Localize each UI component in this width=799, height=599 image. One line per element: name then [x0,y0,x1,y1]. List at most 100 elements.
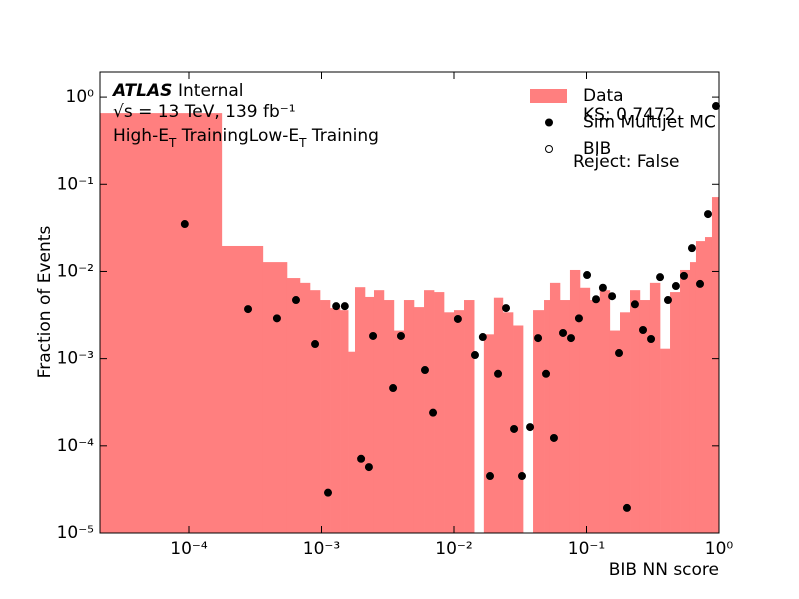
histogram-bar [689,262,697,533]
histogram-bar [299,282,311,533]
annotation: KS: 0.7472 [583,105,676,125]
y-tick-label: 10⁻³ [57,349,94,369]
x-tick-label: 10⁻⁴ [170,539,208,559]
legend-label: Sim Multijet MC [583,113,716,133]
histogram-bar [695,241,706,533]
data-point [567,334,576,343]
text-part: High-E [113,126,169,146]
data-point [517,472,526,481]
y-tick-label: 10⁰ [66,87,95,107]
data-point [687,244,696,253]
training-label: High-ET TrainingLow-ET Training [113,126,379,150]
y-tick-label: 10⁻¹ [57,174,94,194]
histogram-bar [649,282,661,533]
data-point [324,488,333,497]
data-point [429,408,438,417]
y-tick-label: 10⁻² [57,261,94,281]
data-point [696,279,705,288]
legend-label: Data [583,86,624,106]
y-axis-label: Fraction of Events [35,226,55,379]
energy-label: √s = 13 TeV, 139 fb⁻¹ [113,102,296,122]
data-point [679,271,688,280]
data-point [470,351,479,360]
data-point [494,369,503,378]
data-point [291,296,300,305]
data-point [583,271,592,280]
histogram-bar [330,308,341,533]
data-point [671,282,680,291]
axes-frame [99,71,720,534]
data-point [663,296,672,305]
histogram-bar [711,197,720,534]
data-point [244,305,253,314]
data-point [647,334,656,343]
histogram-bar [569,269,581,533]
histogram-bar [365,296,375,533]
histogram-bar [704,237,713,533]
data-point [389,384,398,393]
text-part: TrainingLow-E [176,126,299,146]
subscript: T [298,136,307,150]
data-point [592,295,601,304]
data-point [396,331,405,340]
histogram-bar [320,300,331,533]
x-axis-label: BIB NN score [609,560,719,580]
histogram-bar [493,297,504,533]
data-point [534,334,543,343]
data-point [559,328,568,337]
x-tick-label: 10⁻¹ [568,539,605,559]
histogram-bar [589,300,601,533]
data-point [420,366,429,375]
data-point [180,220,189,229]
data-point [502,304,511,313]
histogram-bar [310,290,321,533]
x-tick-label: 10⁰ [705,539,734,559]
text-part: Training [306,126,378,146]
histogram-bar [354,287,366,533]
data-point [526,423,535,432]
data-point [630,300,639,309]
legend: Data Sim Multijet MC BIB [530,86,716,159]
histogram-bar [670,292,681,533]
histogram-bar [630,290,641,533]
histogram-bar [609,330,621,533]
histogram-bar [340,310,349,533]
data-point [369,331,378,340]
x-tick-label: 10⁻² [435,539,472,559]
histogram-bar [262,262,288,533]
legend-label: BIB [583,139,611,159]
data-point [639,326,648,335]
data-point [510,424,519,433]
histogram-bar [502,312,514,533]
data-point [608,292,617,301]
legend-marker [545,145,553,153]
atlas-label: ATLAS [111,81,172,101]
histogram-bar [464,300,475,533]
histogram-bar [660,348,671,533]
histogram-bar [680,269,691,533]
histogram-bar [579,287,591,533]
histogram-bar [393,330,405,533]
histogram-bar [424,290,435,533]
histogram-bar [533,310,545,533]
histogram-bar [599,290,611,533]
data-point [703,210,712,219]
histogram-bar [560,300,571,533]
data-point [272,314,281,323]
histogram-bar [620,312,631,533]
data-point [453,314,462,323]
data-point [357,454,366,463]
data-point [711,102,720,111]
y-tick-label: 10⁻⁴ [57,436,95,456]
histogram-bar [413,307,425,533]
data-point [622,503,631,512]
data-point [549,433,558,442]
legend-marker [545,118,553,127]
data-point [486,472,495,481]
histogram-bar [444,312,455,533]
y-tick-label: 10⁻⁵ [57,523,94,543]
data-point [478,333,487,342]
x-tick-label: 10⁻³ [303,539,340,559]
histogram-bar [221,245,264,534]
